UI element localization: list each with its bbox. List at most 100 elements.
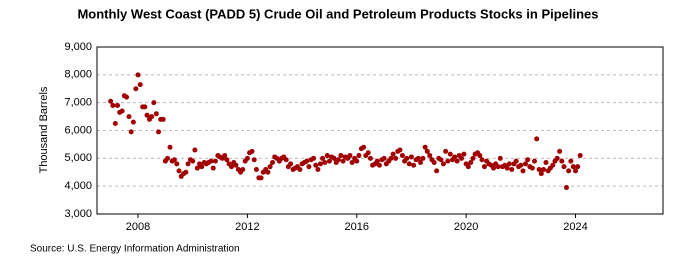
point — [326, 158, 332, 164]
x-tick-label: 2008 — [126, 221, 150, 233]
point — [468, 160, 474, 166]
point — [543, 160, 549, 166]
point — [465, 164, 471, 170]
point — [108, 98, 114, 104]
point — [406, 161, 412, 167]
point — [144, 112, 150, 118]
point — [258, 175, 264, 181]
point — [393, 155, 399, 161]
point — [408, 154, 414, 160]
point — [210, 165, 216, 171]
y-tick-label: 9,000 — [64, 41, 92, 53]
point — [174, 161, 180, 167]
source-note: Source: U.S. Energy Information Administ… — [30, 244, 240, 255]
point — [427, 153, 433, 159]
point — [306, 164, 312, 170]
point — [251, 157, 257, 163]
point — [531, 158, 537, 164]
x-tick-label: 2012 — [235, 221, 259, 233]
point — [388, 155, 394, 161]
point — [133, 86, 139, 92]
point — [128, 129, 134, 135]
point — [381, 155, 387, 161]
point — [270, 160, 276, 166]
point — [415, 155, 421, 161]
point — [534, 136, 540, 142]
point — [297, 166, 303, 172]
point — [420, 155, 426, 161]
point — [151, 100, 157, 106]
point — [119, 108, 125, 114]
point — [340, 158, 346, 164]
point — [244, 155, 250, 161]
point — [504, 165, 510, 171]
point — [110, 102, 116, 108]
point — [374, 158, 380, 164]
point — [331, 155, 337, 161]
y-tick-label: 7,000 — [64, 97, 92, 109]
point — [233, 162, 239, 168]
point — [112, 121, 118, 127]
point — [541, 166, 547, 172]
point — [376, 162, 382, 168]
point — [153, 111, 159, 117]
point — [438, 157, 444, 163]
point — [490, 165, 496, 171]
point — [222, 153, 228, 159]
point — [509, 166, 515, 172]
point — [399, 153, 405, 159]
point — [461, 151, 467, 157]
y-tick-label: 5,000 — [64, 152, 92, 164]
point — [322, 160, 328, 166]
point — [454, 158, 460, 164]
y-tick-label: 4,000 — [64, 180, 92, 192]
point — [538, 171, 544, 177]
point — [137, 82, 143, 88]
point — [267, 164, 273, 170]
point — [525, 157, 531, 163]
point — [417, 160, 423, 166]
point — [443, 148, 449, 154]
point — [165, 155, 171, 161]
point — [356, 153, 362, 159]
point — [283, 157, 289, 163]
chart-title: Monthly West Coast (PADD 5) Crude Oil an… — [77, 6, 598, 21]
point — [288, 161, 294, 167]
point — [390, 151, 396, 157]
x-tick-label: 2020 — [454, 221, 478, 233]
point — [550, 162, 556, 168]
point — [229, 164, 235, 170]
point — [479, 157, 485, 163]
point — [361, 144, 367, 150]
point — [253, 166, 259, 172]
point — [135, 72, 141, 78]
point — [367, 155, 373, 161]
point — [265, 169, 271, 175]
point — [149, 114, 155, 120]
point — [224, 157, 230, 163]
point — [317, 161, 323, 167]
point — [208, 158, 214, 164]
point — [349, 160, 355, 166]
y-tick-label: 8,000 — [64, 69, 92, 81]
y-axis-label: Thousand Barrels — [38, 86, 50, 173]
point — [311, 155, 317, 161]
point — [194, 165, 200, 171]
point — [212, 158, 218, 164]
point — [335, 157, 341, 163]
point — [304, 158, 310, 164]
y-tick-label: 6,000 — [64, 124, 92, 136]
point — [452, 154, 458, 160]
plot-frame — [96, 46, 664, 215]
point — [559, 158, 565, 164]
x-tick-label: 2024 — [563, 221, 587, 233]
point — [536, 166, 542, 172]
y-tick-label: 3,000 — [64, 208, 92, 220]
point — [365, 150, 371, 156]
point — [445, 158, 451, 164]
point — [431, 160, 437, 166]
point — [130, 119, 136, 125]
point — [522, 161, 528, 167]
point — [315, 166, 321, 172]
